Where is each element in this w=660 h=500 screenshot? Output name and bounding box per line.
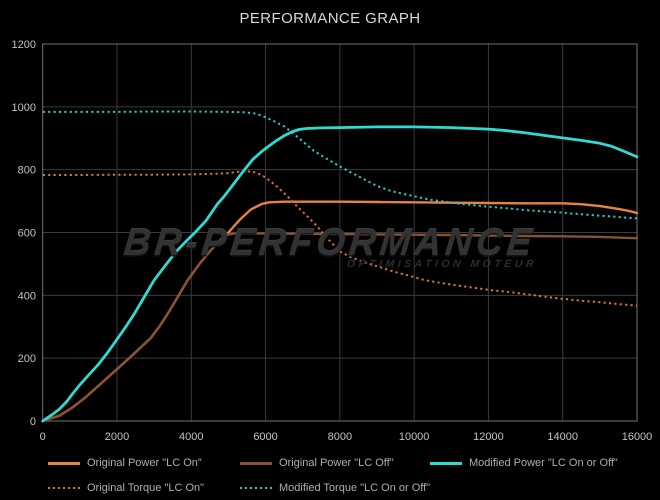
- y-tick-label: 0: [30, 416, 36, 428]
- x-tick-label: 12000: [473, 431, 504, 443]
- series-path-1: [41, 232, 639, 423]
- x-tick-label: 4000: [179, 431, 203, 443]
- chart-title: PERFORMANCE GRAPH: [239, 10, 421, 27]
- legend-label: Original Torque "LC On": [87, 482, 205, 494]
- x-tick-label: 10000: [399, 431, 430, 443]
- series-path-2: [41, 125, 639, 423]
- legend-label: Modified Power "LC On or Off": [469, 457, 618, 469]
- x-tick-label: 16000: [622, 431, 653, 443]
- legend-swatch-original-power-lc-on: [48, 461, 80, 465]
- y-tick-label: 800: [18, 165, 36, 177]
- plot-border: [42, 43, 638, 422]
- x-tick-label: 8000: [328, 431, 352, 443]
- y-tick-label: 600: [18, 228, 36, 240]
- legend-label: Original Power "LC On": [87, 457, 202, 469]
- legend-item-modified-torque: Modified Torque "LC On or Off": [240, 481, 430, 495]
- x-tick-label: 0: [40, 431, 46, 443]
- legend-swatch-original-torque: [48, 487, 80, 489]
- series-path-4: [42, 110, 638, 220]
- legend-item-modified-power: Modified Power "LC On or Off": [430, 456, 618, 470]
- x-tick-label: 6000: [253, 431, 277, 443]
- legend-label: Modified Torque "LC On or Off": [279, 482, 431, 494]
- legend-item-original-power-lc-off: Original Power "LC Off": [240, 456, 394, 470]
- legend-swatch-modified-power: [430, 461, 462, 465]
- y-tick-label: 1000: [12, 102, 36, 114]
- performance-chart-plot: 0 2000 4000 6000 8000 10000 12000 14000 16000 0 20…: [12, 39, 653, 443]
- legend-swatch-original-power-lc-off: [240, 461, 272, 465]
- y-tick-label: 1200: [12, 39, 36, 51]
- y-tick-label: 200: [18, 353, 36, 365]
- y-tick-label: 400: [18, 290, 36, 302]
- legend-item-original-torque: Original Torque "LC On": [48, 481, 204, 495]
- legend-item-original-power-lc-on: Original Power "LC On": [48, 456, 202, 470]
- x-tick-label: 2000: [105, 431, 129, 443]
- x-tick-label: 14000: [547, 431, 578, 443]
- legend-swatch-modified-torque: [240, 487, 272, 489]
- legend-label: Original Power "LC Off": [279, 457, 394, 469]
